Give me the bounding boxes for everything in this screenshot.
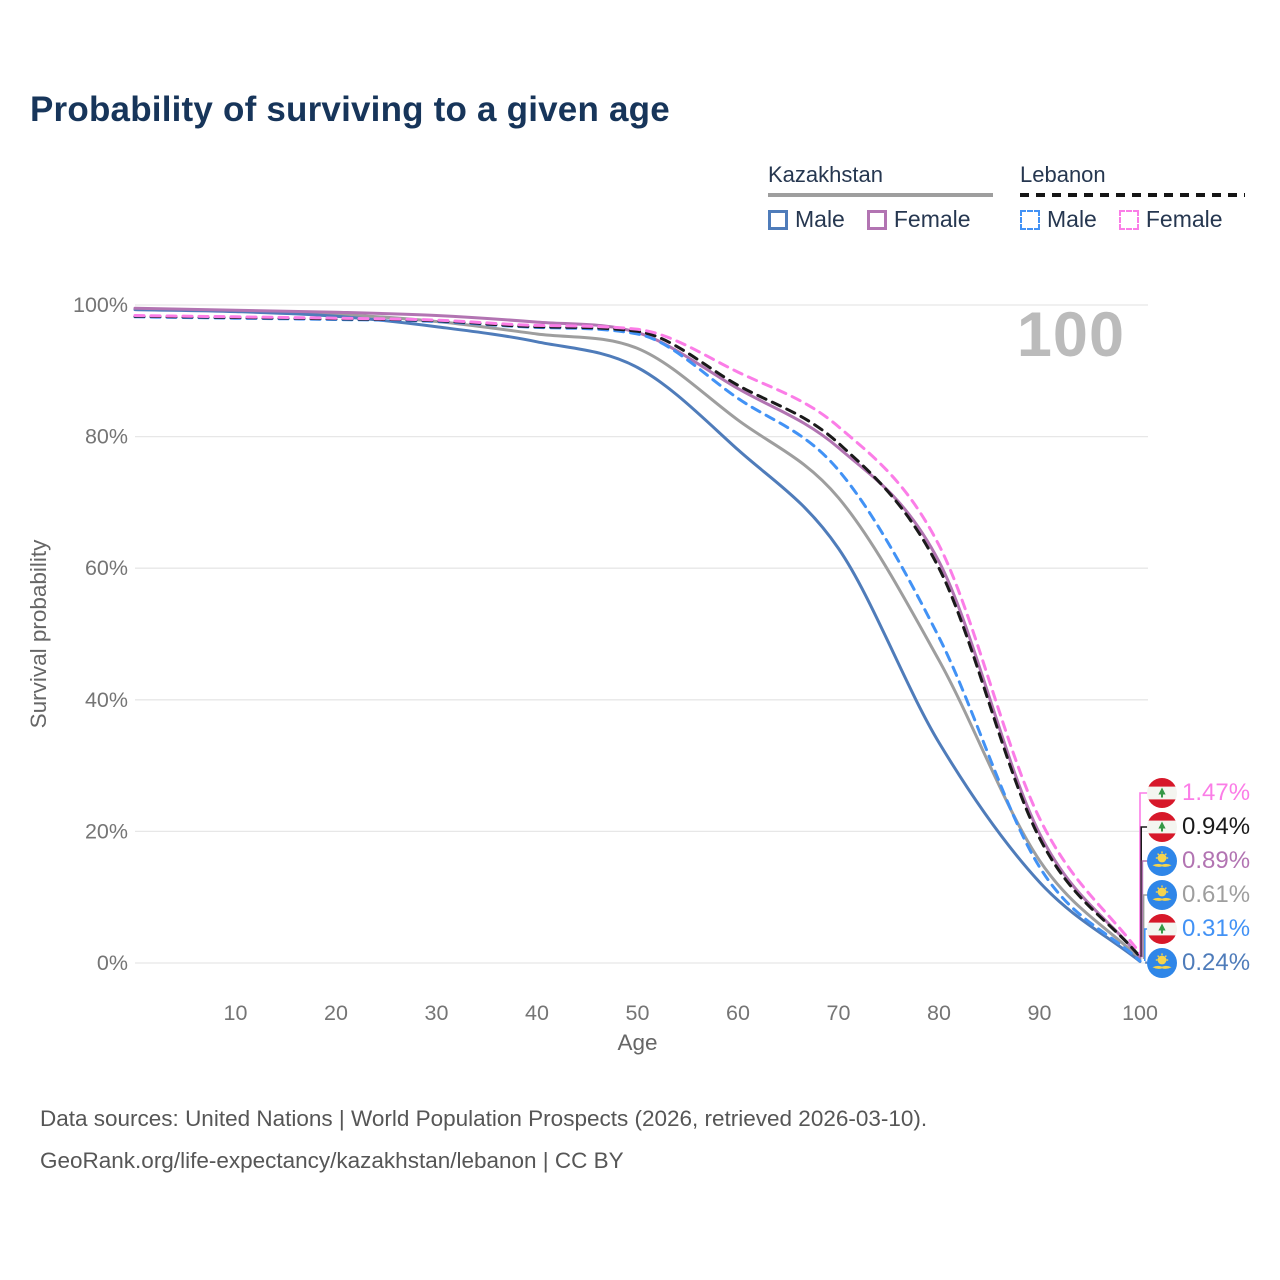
- legend-group-kazakhstan: Kazakhstan Male Female: [768, 162, 993, 233]
- legend-group-lebanon: Lebanon Male Female: [1020, 162, 1245, 233]
- curve-lebanon-male[interactable]: [133, 315, 1142, 963]
- endpoint-label-lebanon-female: 1.47%: [1147, 776, 1250, 810]
- x-tick-70: 70: [827, 1001, 851, 1025]
- lebanon-flag-icon: [1147, 914, 1177, 944]
- x-tick-10: 10: [224, 1001, 248, 1025]
- page-title: Probability of surviving to a given age: [30, 90, 670, 129]
- lebanon-male-swatch-icon[interactable]: [1020, 209, 1040, 230]
- y-tick-40: 40%: [85, 688, 128, 712]
- x-tick-50: 50: [626, 1001, 650, 1025]
- footer-data-sources: Data sources: United Nations | World Pop…: [40, 1106, 928, 1131]
- kazakhstan-male-swatch-icon[interactable]: [768, 209, 788, 230]
- legend-label-kazakhstan-female: Female: [893, 206, 971, 232]
- y-axis-title: Survival probability: [26, 539, 51, 729]
- x-tick-40: 40: [525, 1001, 549, 1025]
- endpoint-connector: [1140, 826, 1149, 957]
- kazakhstan-flag-icon: [1147, 948, 1177, 978]
- y-tick-60: 60%: [85, 556, 128, 580]
- legend-item-lebanon-male[interactable]: Male: [1020, 206, 1097, 233]
- endpoint-connector: [1141, 860, 1149, 958]
- endpoint-value: 0.89%: [1182, 847, 1251, 874]
- curve-kazakhstan-male[interactable]: [133, 308, 1142, 963]
- endpoint-value: 0.61%: [1182, 881, 1251, 908]
- x-tick-20: 20: [324, 1001, 348, 1025]
- x-tick-100: 100: [1122, 1001, 1158, 1025]
- curve-kazakhstan-female[interactable]: [133, 306, 1142, 959]
- y-tick-0: 0%: [97, 951, 128, 975]
- legend-country-lebanon: Lebanon: [1020, 162, 1106, 187]
- lebanon-flag-icon: [1147, 778, 1177, 808]
- endpoint-label-kazakhstan-female: 0.89%: [1147, 844, 1250, 878]
- lebanon-dashed-line-key: [1020, 193, 1245, 197]
- legend-label-lebanon-female: Female: [1145, 206, 1223, 232]
- legend-label-lebanon-male: Male: [1047, 206, 1097, 232]
- x-tick-60: 60: [726, 1001, 750, 1025]
- endpoint-value: 0.31%: [1182, 915, 1251, 942]
- kazakhstan-flag-icon: [1147, 846, 1177, 876]
- x-tick-80: 80: [927, 1001, 951, 1025]
- lebanon-flag-icon: [1147, 812, 1177, 842]
- curve-kazakhstan-both-sexes[interactable]: [133, 307, 1142, 961]
- y-tick-100: 100%: [73, 293, 128, 317]
- legend-item-kazakhstan-male[interactable]: Male: [768, 206, 845, 233]
- endpoint-label-kazakhstan-male: 0.24%: [1147, 946, 1250, 980]
- endpoint-connector: [1139, 792, 1149, 954]
- legend-item-lebanon-female[interactable]: Female: [1118, 206, 1223, 233]
- kazakhstan-flag-icon: [1147, 880, 1177, 910]
- endpoint-label-lebanon-male: 0.31%: [1147, 912, 1250, 946]
- curve-lebanon-female[interactable]: [133, 314, 1142, 955]
- y-tick-80: 80%: [85, 425, 128, 449]
- kazakhstan-female-swatch-icon[interactable]: [866, 209, 887, 230]
- legend-item-kazakhstan-female[interactable]: Female: [866, 206, 971, 233]
- lebanon-female-swatch-icon[interactable]: [1118, 209, 1139, 230]
- x-tick-90: 90: [1028, 1001, 1052, 1025]
- legend-country-kazakhstan: Kazakhstan: [768, 162, 883, 187]
- x-axis-title: Age: [617, 1030, 657, 1055]
- endpoint-value: 0.94%: [1182, 813, 1251, 840]
- x-tick-30: 30: [425, 1001, 449, 1025]
- age-indicator-watermark: 100: [1016, 300, 1125, 370]
- endpoint-label-kazakhstan-both-sexes: 0.61%: [1147, 878, 1250, 912]
- y-tick-20: 20%: [85, 819, 128, 843]
- kazakhstan-solid-line-key: [768, 193, 993, 197]
- endpoint-value: 0.24%: [1182, 949, 1251, 976]
- curve-lebanon-both-sexes[interactable]: [133, 314, 1142, 959]
- endpoint-label-lebanon-both-sexes: 0.94%: [1147, 810, 1250, 844]
- endpoint-value: 1.47%: [1182, 779, 1251, 806]
- legend-label-kazakhstan-male: Male: [795, 206, 845, 232]
- footer-attribution: GeoRank.org/life-expectancy/kazakhstan/l…: [40, 1148, 624, 1173]
